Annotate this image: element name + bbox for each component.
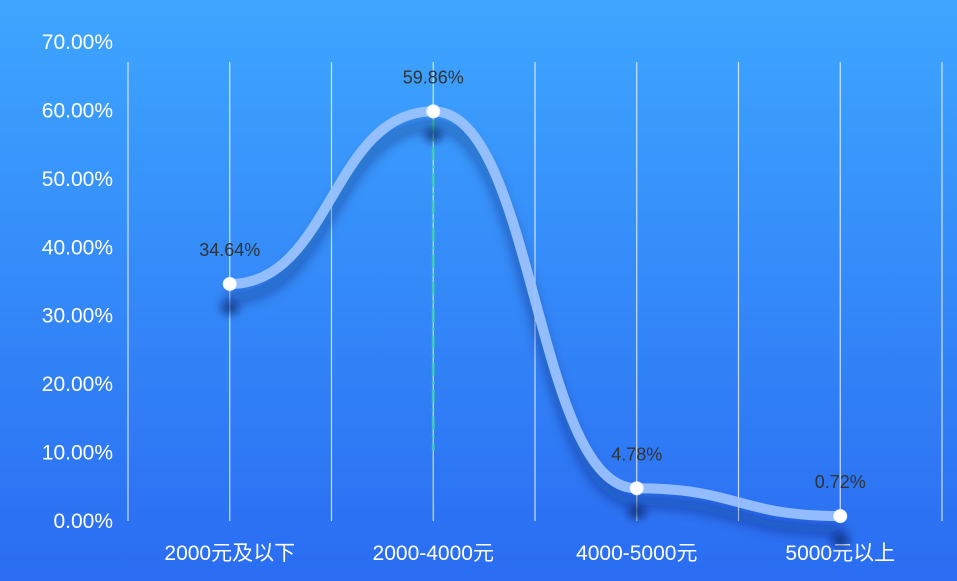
data-points bbox=[222, 104, 848, 524]
point-shadows bbox=[220, 128, 850, 548]
y-tick-label: 60.00% bbox=[42, 99, 113, 122]
data-label: 59.86% bbox=[403, 67, 464, 87]
data-point bbox=[426, 104, 441, 119]
x-tick-label: 2000-4000元 bbox=[373, 542, 494, 565]
y-tick-label: 0.00% bbox=[53, 510, 113, 533]
point-shadow bbox=[424, 128, 443, 143]
x-tick-label: 5000元以上 bbox=[785, 542, 895, 565]
x-tick-label: 2000元及以下 bbox=[164, 542, 295, 565]
point-shadow bbox=[831, 533, 850, 548]
data-point bbox=[629, 481, 644, 496]
y-tick-label: 50.00% bbox=[42, 168, 113, 191]
y-tick-label: 30.00% bbox=[42, 305, 113, 328]
series-line bbox=[224, 106, 846, 522]
data-point bbox=[833, 509, 848, 524]
data-label: 34.64% bbox=[199, 240, 260, 260]
series-line-group bbox=[224, 106, 846, 522]
y-tick-label: 70.00% bbox=[42, 31, 113, 54]
y-axis-tick-labels: 0.00% 10.00% 20.00% 30.00% 40.00% 50.00% 60.00… bbox=[42, 31, 113, 533]
data-labels: 34.64% 59.86% 4.78% 0.72% bbox=[199, 67, 866, 492]
data-label: 4.78% bbox=[611, 444, 662, 464]
point-shadow bbox=[220, 300, 239, 315]
x-axis-tick-labels: 2000元及以下 2000-4000元 4000-5000元 5000元以上 bbox=[164, 542, 895, 565]
y-tick-label: 40.00% bbox=[42, 236, 113, 259]
x-tick-label: 4000-5000元 bbox=[576, 542, 697, 565]
y-tick-label: 10.00% bbox=[42, 442, 113, 465]
data-point bbox=[222, 276, 237, 291]
point-shadow bbox=[627, 505, 646, 520]
y-tick-label: 20.00% bbox=[42, 373, 113, 396]
data-label: 0.72% bbox=[815, 472, 866, 492]
